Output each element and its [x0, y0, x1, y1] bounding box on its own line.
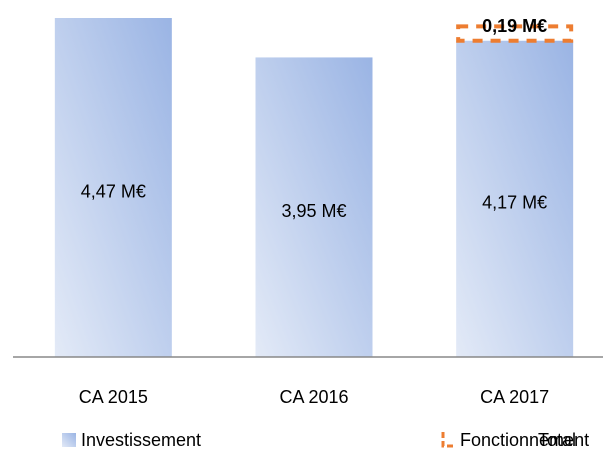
data-label: 3,95 M€	[281, 201, 346, 221]
bar-segment	[456, 40, 574, 357]
legend-label: Investissement	[81, 430, 201, 450]
legend-swatch	[62, 433, 76, 447]
data-label: 0,19 M€	[482, 16, 547, 36]
x-tick-label: CA 2015	[79, 387, 148, 407]
legend-swatch	[441, 432, 455, 448]
x-tick-label: CA 2016	[279, 387, 348, 407]
x-tick-label: CA 2017	[480, 387, 549, 407]
legend-label: Total	[538, 430, 576, 450]
data-label: 4,47 M€	[81, 181, 146, 201]
bar-segment	[54, 18, 172, 357]
data-label: 4,17 M€	[482, 193, 547, 213]
bar-segment	[456, 24, 574, 43]
bar-segment	[255, 57, 373, 357]
legend-label: Fonctionnement	[460, 430, 589, 450]
